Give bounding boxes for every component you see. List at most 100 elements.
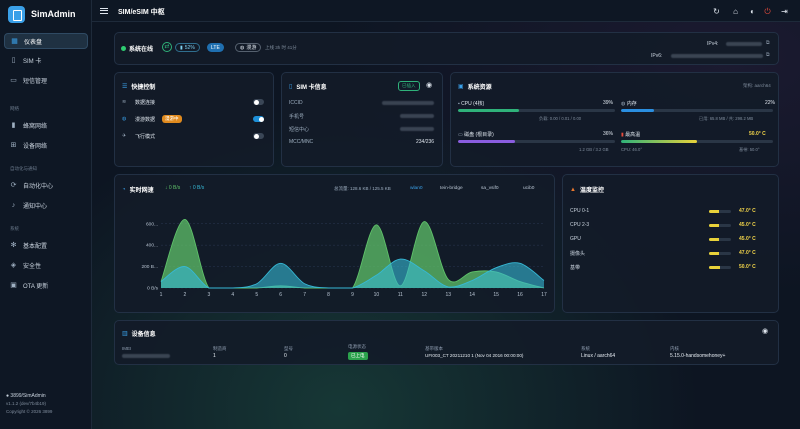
sidebar-item-sms[interactable]: ▭ 短信管理: [4, 72, 88, 88]
logout-icon[interactable]: ⇥: [781, 7, 788, 16]
cpu-temp-text: CPU: 46.0°: [621, 147, 642, 152]
airplane-mode-toggle[interactable]: [253, 133, 264, 139]
sidebar-footer: ● 3899/SimAdmin v1.1.2 (dev/7b4b19) Copy…: [6, 392, 52, 416]
temp-row-label: CPU 0-1: [570, 208, 590, 214]
x-tick-label: 14: [469, 292, 475, 298]
x-tick-label: 5: [255, 292, 258, 298]
storage-used-text: 1.2 GB / 3.2 GB: [579, 147, 609, 152]
theme-toggle-icon[interactable]: ◐: [750, 7, 755, 16]
power-icon[interactable]: ⏻: [764, 7, 771, 16]
copy-icon[interactable]: ⧉: [766, 40, 770, 46]
max-temp-value: 50.0° C: [749, 131, 766, 137]
chip-icon: ▣: [458, 84, 464, 90]
sidebar-item-sim[interactable]: ▯ SIM 卡: [4, 52, 88, 68]
automation-icon: ⟳: [10, 181, 17, 189]
x-tick-label: 1: [160, 292, 163, 298]
page-title: SIM/eSIM 中枢: [118, 9, 165, 16]
sim-info-title: ▯ SIM 卡信息: [289, 84, 327, 91]
temp-row-value: 47.0° C: [739, 208, 756, 214]
temp-row-label: 基带: [570, 265, 581, 271]
sidebar-item-basic-config[interactable]: ✻ 基本配置: [4, 237, 88, 253]
upload-speed: ↑ 0 B/s: [189, 185, 205, 191]
memory-icon: ◍: [621, 101, 626, 107]
traffic-card: ◔ 实时网速 ↓ 0 B/s ↑ 0 B/s 总流量: 128.6 KB / 12…: [114, 174, 555, 313]
tab-interface[interactable]: sa_vsif0: [481, 186, 499, 191]
x-tick-label: 10: [374, 292, 380, 298]
traffic-title: ◔ 实时网速: [122, 186, 154, 195]
temp-row-value: 50.0° C: [739, 264, 756, 270]
system-resources-card: ▣ 系统资源 架构: aarch64 ▪ CPU (4核) 39% 负载: 0.0…: [450, 72, 779, 167]
iccid-label: ICCID: [289, 100, 303, 106]
ipv4-value: [726, 42, 762, 46]
x-tick-label: 2: [184, 292, 187, 298]
kernel-value: 5.15.0-handsomehoney+: [670, 353, 726, 359]
x-tick-label: 3: [207, 292, 210, 298]
mcc-mnc-label: MCC/MNC: [289, 139, 314, 145]
sms-center-value: [400, 127, 434, 131]
x-tick-label: 4: [231, 292, 234, 298]
gear-icon: ✻: [10, 241, 17, 249]
refresh-icon[interactable]: ↻: [713, 7, 720, 16]
quick-controls-card: ☰ 快捷控制 ≋ 数据连接 ◍ 漫游数据 漫游中 ✈ 飞行模式: [114, 72, 274, 167]
temp-row-value: 47.0° C: [739, 250, 756, 256]
tab-interface[interactable]: wlan0: [410, 186, 423, 191]
sliders-icon: ☰: [122, 84, 128, 90]
message-icon: ▭: [10, 76, 17, 84]
top-header: SIM/eSIM 中枢 ↻ ⌂ ◐ ⏻ ⇥: [92, 0, 800, 22]
app-name: SimAdmin: [31, 9, 76, 19]
roaming-badge: ◍ 漫游: [235, 43, 262, 52]
memory-label: ◍ 内存: [621, 101, 637, 107]
airplane-mode-label: 飞行模式: [135, 134, 156, 140]
sidebar-item-cellular[interactable]: ▮ 蜂窝网络: [4, 117, 88, 133]
sidebar-item-device-network[interactable]: ⊞ 设备网络: [4, 137, 88, 153]
model-value: 0: [284, 353, 287, 359]
signal-bars-icon: ▮: [11, 121, 16, 129]
chip-icon: ▪: [458, 101, 460, 107]
x-tick-label: 13: [445, 292, 451, 298]
storage-bar-fill: [458, 140, 515, 143]
airplane-icon: ✈: [122, 133, 127, 139]
sidebar-item-dashboard[interactable]: ▦ 仪表盘: [4, 33, 88, 49]
brand[interactable]: SimAdmin: [8, 5, 76, 23]
ipv6-label: IPv6:: [651, 53, 663, 59]
data-connection-toggle[interactable]: [253, 99, 264, 105]
temp-row-label: CPU 2-3: [570, 222, 590, 228]
tab-interface[interactable]: ucib0: [523, 186, 535, 191]
menu-icon[interactable]: [100, 8, 108, 14]
sidebar-item-label: 安全性: [23, 263, 42, 270]
section-system: 系统: [10, 226, 19, 231]
sidebar-item-automation[interactable]: ⟳ 自动化中心: [4, 177, 88, 193]
roaming-badge: 漫游中: [162, 115, 182, 123]
ipv4-label: IPv4:: [707, 41, 719, 47]
x-tick-label: 17: [541, 292, 547, 298]
power-state-label: 电源状态: [348, 344, 366, 349]
sim-status-badge: 已插入: [398, 81, 420, 91]
signal-badge: ▮ 52%: [175, 43, 200, 52]
version-text: v1.1.2 (dev/7b4b19): [6, 401, 47, 406]
bell-icon: ♪: [11, 201, 16, 209]
sidebar-item-label: 蜂窝网络: [23, 123, 48, 130]
tab-interface[interactable]: tein-bridge: [440, 186, 463, 191]
sidebar-item-ota[interactable]: ▣ OTA 更新: [4, 277, 88, 293]
os-label: 系统: [581, 346, 590, 351]
eye-icon[interactable]: ◉: [426, 82, 433, 89]
temp-row-bar-fill: [709, 223, 719, 227]
ipv6-value: [671, 54, 763, 58]
baseband-value: UFI003_CT 20211210 1 (Nov 04 2016 00:00:…: [425, 353, 524, 358]
sidebar-item-security[interactable]: ◈ 安全性: [4, 257, 88, 273]
repo-link[interactable]: ● 3899/SimAdmin: [6, 393, 46, 399]
os-value: Linux / aarch64: [581, 353, 616, 359]
temperature-card: ▲ 温度监控 CPU 0-1 47.0° C CPU 2-3 45.0° C GPU 45.…: [562, 174, 779, 313]
imei-label: IMEI: [122, 346, 132, 351]
connection-icon: ⇄: [162, 42, 172, 52]
temp-bar: [621, 140, 773, 143]
sim-icon: ▯: [11, 56, 16, 64]
copy-icon[interactable]: ⧉: [766, 52, 770, 58]
network-status-icon[interactable]: ⌂: [733, 7, 738, 16]
eye-icon[interactable]: ◉: [762, 328, 769, 335]
sidebar-item-notifications[interactable]: ♪ 通知中心: [4, 197, 88, 213]
roaming-data-toggle[interactable]: [253, 116, 264, 122]
temp-bar-fill: [621, 140, 697, 143]
status-card: 系统在线 ⇄ ▮ 52% LTE ◍ 漫游 上线 3h 时 41分 IPv4: ⧉ …: [114, 32, 779, 65]
sidebar: SimAdmin ▦ 仪表盘 ▯ SIM 卡 ▭ 短信管理 网络 ▮ 蜂窝网络 …: [0, 0, 92, 429]
